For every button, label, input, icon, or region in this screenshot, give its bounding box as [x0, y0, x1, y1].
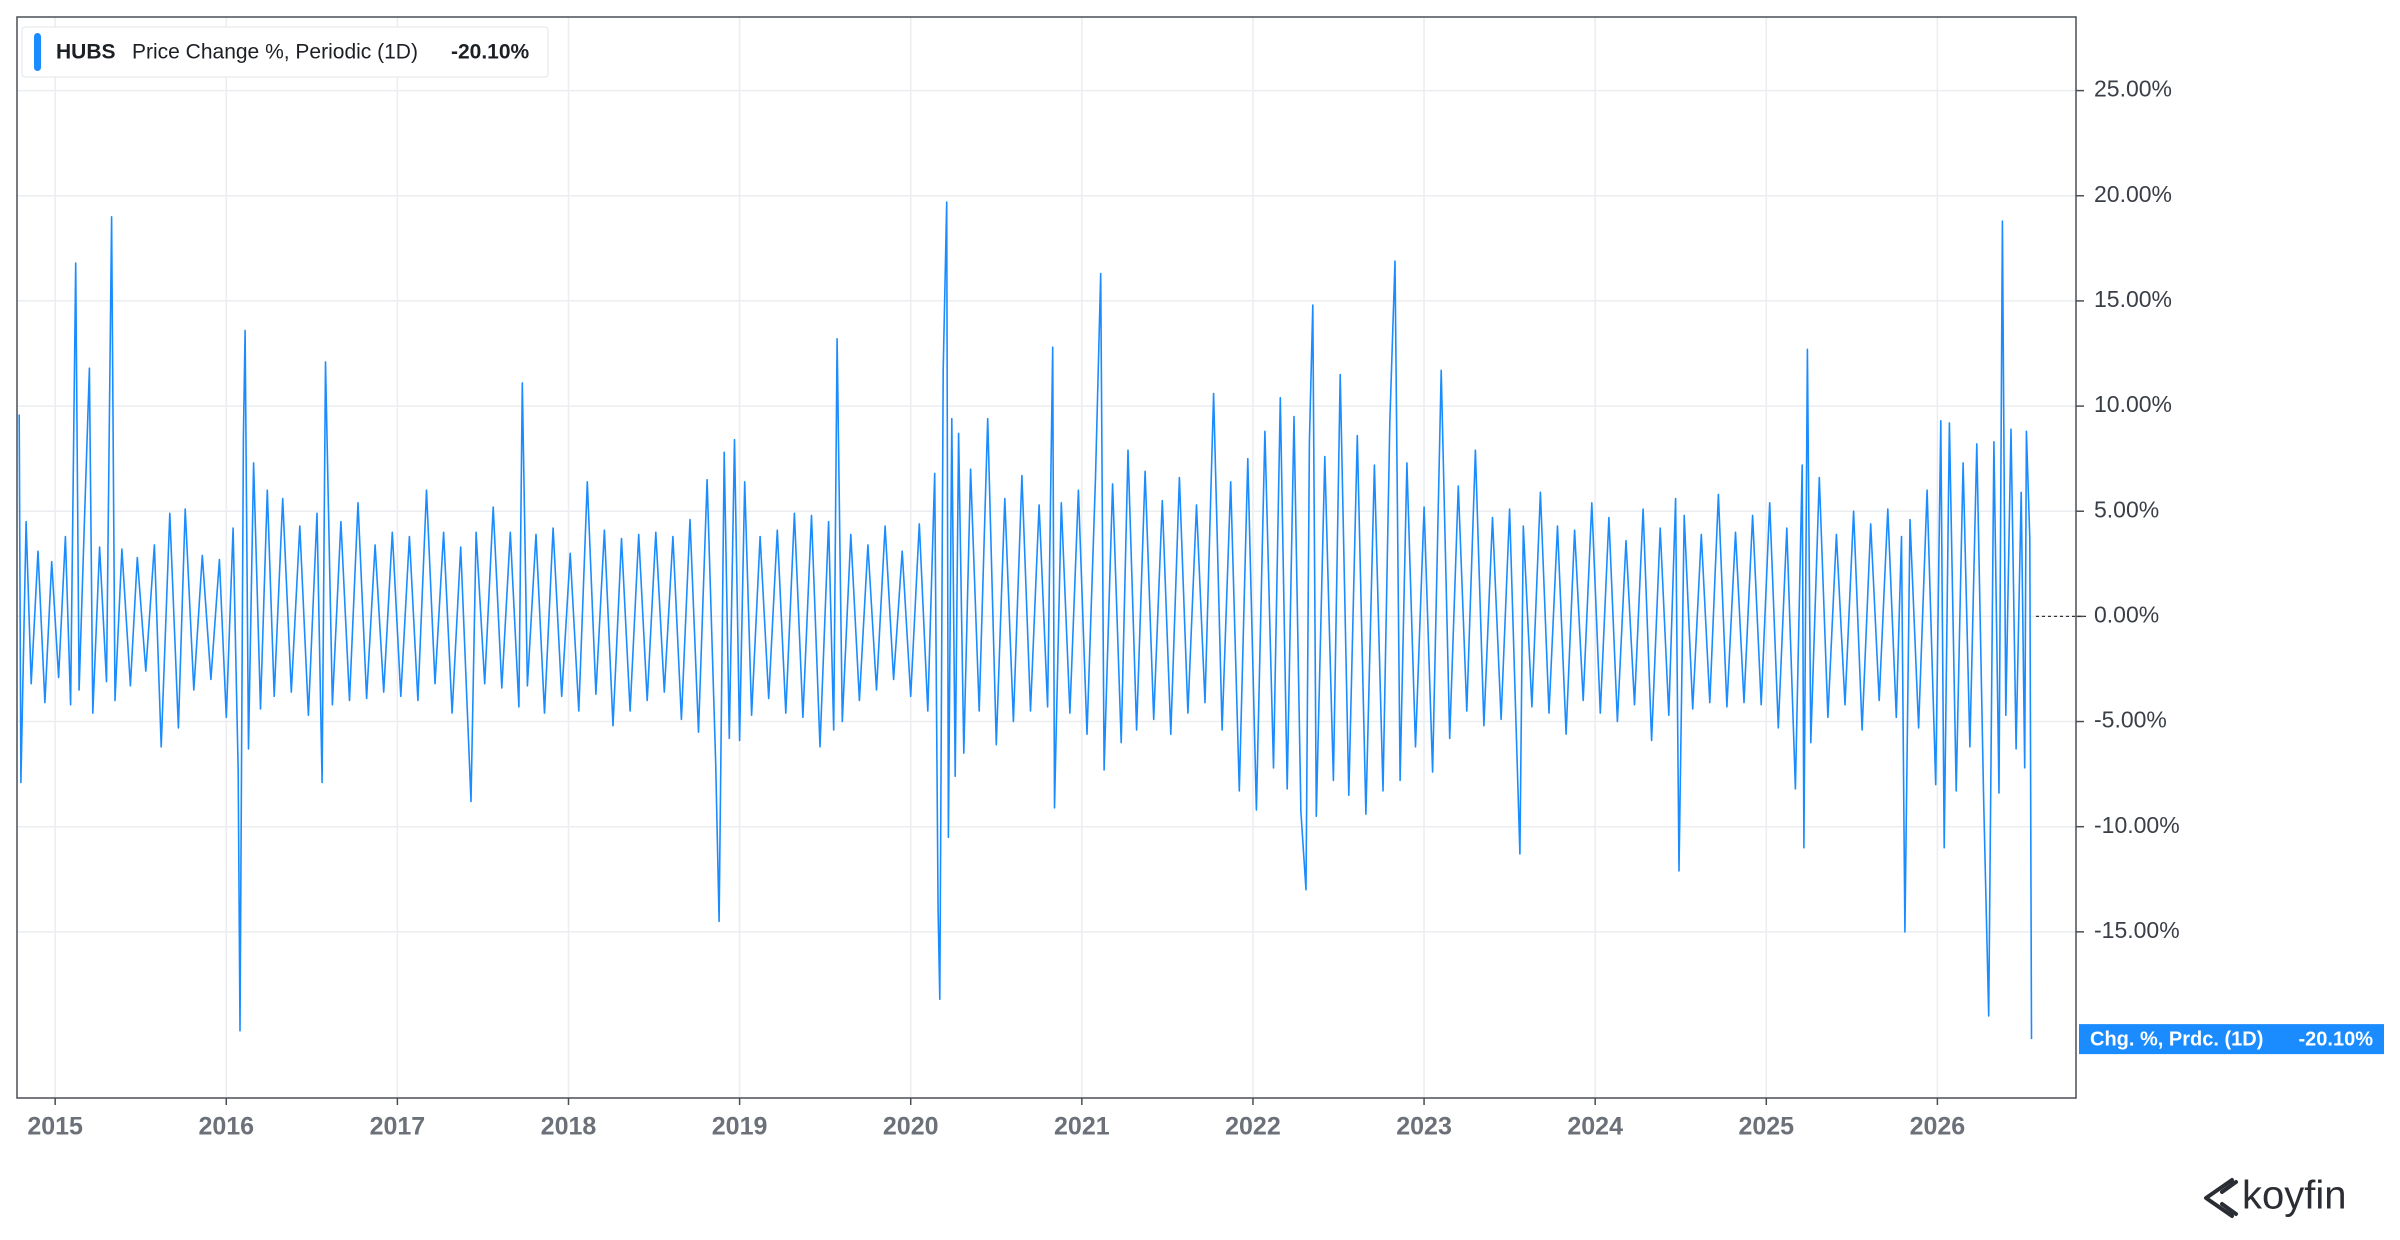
brand-icon — [2204, 1178, 2238, 1218]
brand-name: koyfin — [2242, 1174, 2347, 1218]
x-tick-label: 2019 — [712, 1113, 768, 1141]
legend-value: -20.10% — [451, 41, 530, 64]
grid — [17, 17, 2076, 1098]
x-tick-label: 2020 — [883, 1113, 939, 1141]
y-tick-label: 5.00% — [2094, 496, 2159, 522]
y-tick-label: 15.00% — [2094, 286, 2172, 312]
x-tick-label: 2026 — [1910, 1113, 1966, 1141]
brand-logo: koyfin — [2204, 1174, 2347, 1218]
x-tick-label: 2015 — [27, 1113, 83, 1141]
legend-ticker: HUBS — [56, 41, 116, 64]
last-value-tag-name: Chg. %, Prdc. (1D) — [2090, 1028, 2263, 1050]
legend-box — [21, 26, 549, 78]
y-tick-label: -15.00% — [2094, 917, 2180, 943]
series-line — [18, 201, 2033, 1040]
last-value-tag-value: -20.10% — [2299, 1028, 2374, 1050]
x-tick-label: 2018 — [541, 1113, 597, 1141]
x-tick-label: 2021 — [1054, 1113, 1110, 1141]
x-tick-label: 2024 — [1567, 1113, 1623, 1141]
x-tick-label: 2016 — [198, 1113, 254, 1141]
legend: HUBS Price Change %, Periodic (1D) -20.1… — [21, 26, 549, 78]
y-tick-label: 20.00% — [2094, 181, 2172, 207]
x-tick-label: 2025 — [1738, 1113, 1794, 1141]
legend-series: Price Change %, Periodic (1D) — [132, 41, 418, 64]
x-tick-label: 2023 — [1396, 1113, 1452, 1141]
y-tick-label: -10.00% — [2094, 812, 2180, 838]
legend-swatch — [34, 33, 41, 71]
axes: -15.00% -10.00% -5.00% 0.00% 5.00% 10.00% 15.0… — [27, 76, 2384, 1141]
y-tick-label: -5.00% — [2094, 707, 2167, 733]
y-tick-label: 0.00% — [2094, 601, 2159, 627]
plot-frame — [16, 16, 2077, 1099]
x-tick-label: 2017 — [370, 1113, 426, 1141]
x-tick-label: 2022 — [1225, 1113, 1281, 1141]
last-value-tag — [2079, 1024, 2384, 1055]
y-tick-label: 25.00% — [2094, 76, 2172, 102]
plot — [18, 201, 2033, 1040]
y-tick-label: 10.00% — [2094, 391, 2172, 417]
